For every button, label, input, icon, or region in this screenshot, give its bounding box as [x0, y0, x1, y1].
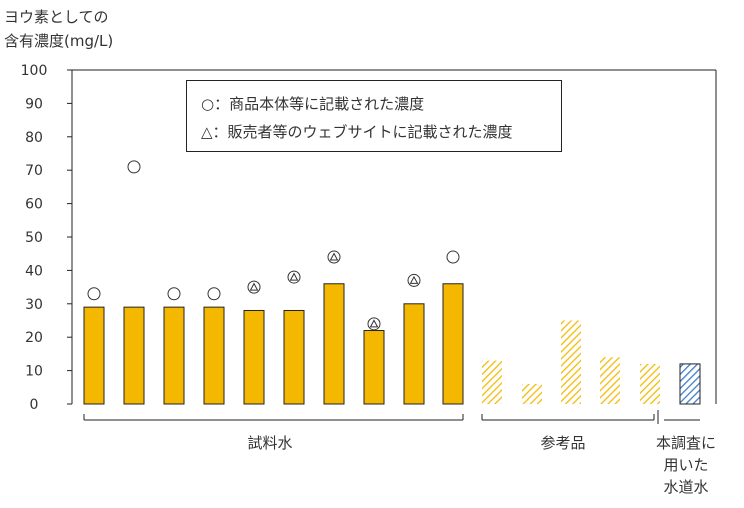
bar-12 [522, 383, 542, 404]
marker-circle-1 [87, 287, 101, 301]
marker-circle-outlier [127, 160, 141, 174]
y-tick-label: 10 [25, 364, 43, 380]
markers [87, 160, 460, 331]
marker-triangle-7 [329, 252, 339, 261]
y-tick-label: 70 [25, 163, 43, 179]
axes: 0 10 20 30 40 50 60 70 80 90 100 [21, 63, 717, 424]
marker-circle-4 [207, 287, 221, 301]
group-label-2: 参考品 [540, 434, 585, 452]
legend-entry-circle: ○：商品本体等に記載された濃度 [201, 95, 425, 113]
y-tick-label: 80 [25, 130, 43, 146]
bar-10 [442, 283, 464, 405]
bar-8 [363, 330, 385, 405]
y-tick-label: 30 [25, 297, 43, 313]
bar-5 [243, 309, 265, 405]
marker-triangle-5 [249, 282, 259, 291]
bar-14 [600, 357, 620, 404]
bar-9 [403, 303, 425, 405]
marker-triangle-6 [289, 272, 299, 281]
y-axis-label-line-1: ヨウ素としての [4, 8, 109, 26]
y-tick-label: 0 [30, 397, 39, 413]
bars [83, 283, 701, 405]
bar-3 [163, 306, 185, 405]
y-tick-label: 60 [25, 197, 43, 213]
legend-entry-triangle: △：販売者等のウェブサイトに記載された濃度 [201, 123, 513, 141]
y-axis-label-line-2: 含有濃度(mg/L) [4, 32, 114, 50]
bar-16 [679, 363, 701, 405]
bar-2 [123, 306, 145, 405]
bar-11 [482, 360, 502, 404]
legend: ○：商品本体等に記載された濃度 △：販売者等のウェブサイトに記載された濃度 [186, 80, 562, 152]
bar-1 [83, 306, 105, 405]
y-tick-label: 100 [21, 63, 48, 79]
bar-7 [323, 283, 345, 405]
marker-circle-3 [167, 287, 181, 301]
bar-15 [640, 363, 660, 404]
y-tick-label: 90 [25, 96, 43, 112]
bar-6 [283, 309, 305, 405]
marker-triangle-9 [409, 275, 419, 284]
y-tick-label: 50 [25, 230, 43, 246]
group-label-3: 本調査に [656, 434, 716, 452]
group-label-3: 水道水 [663, 478, 708, 496]
y-tick-label: 40 [25, 263, 43, 279]
group-label-3: 用いた [663, 456, 708, 474]
bar-13 [561, 320, 581, 404]
y-tick-label: 20 [25, 330, 43, 346]
group-label-1: 試料水 [247, 434, 292, 452]
marker-triangle-8 [369, 319, 379, 328]
marker-circle-10 [446, 250, 460, 264]
bar-4 [203, 306, 225, 405]
